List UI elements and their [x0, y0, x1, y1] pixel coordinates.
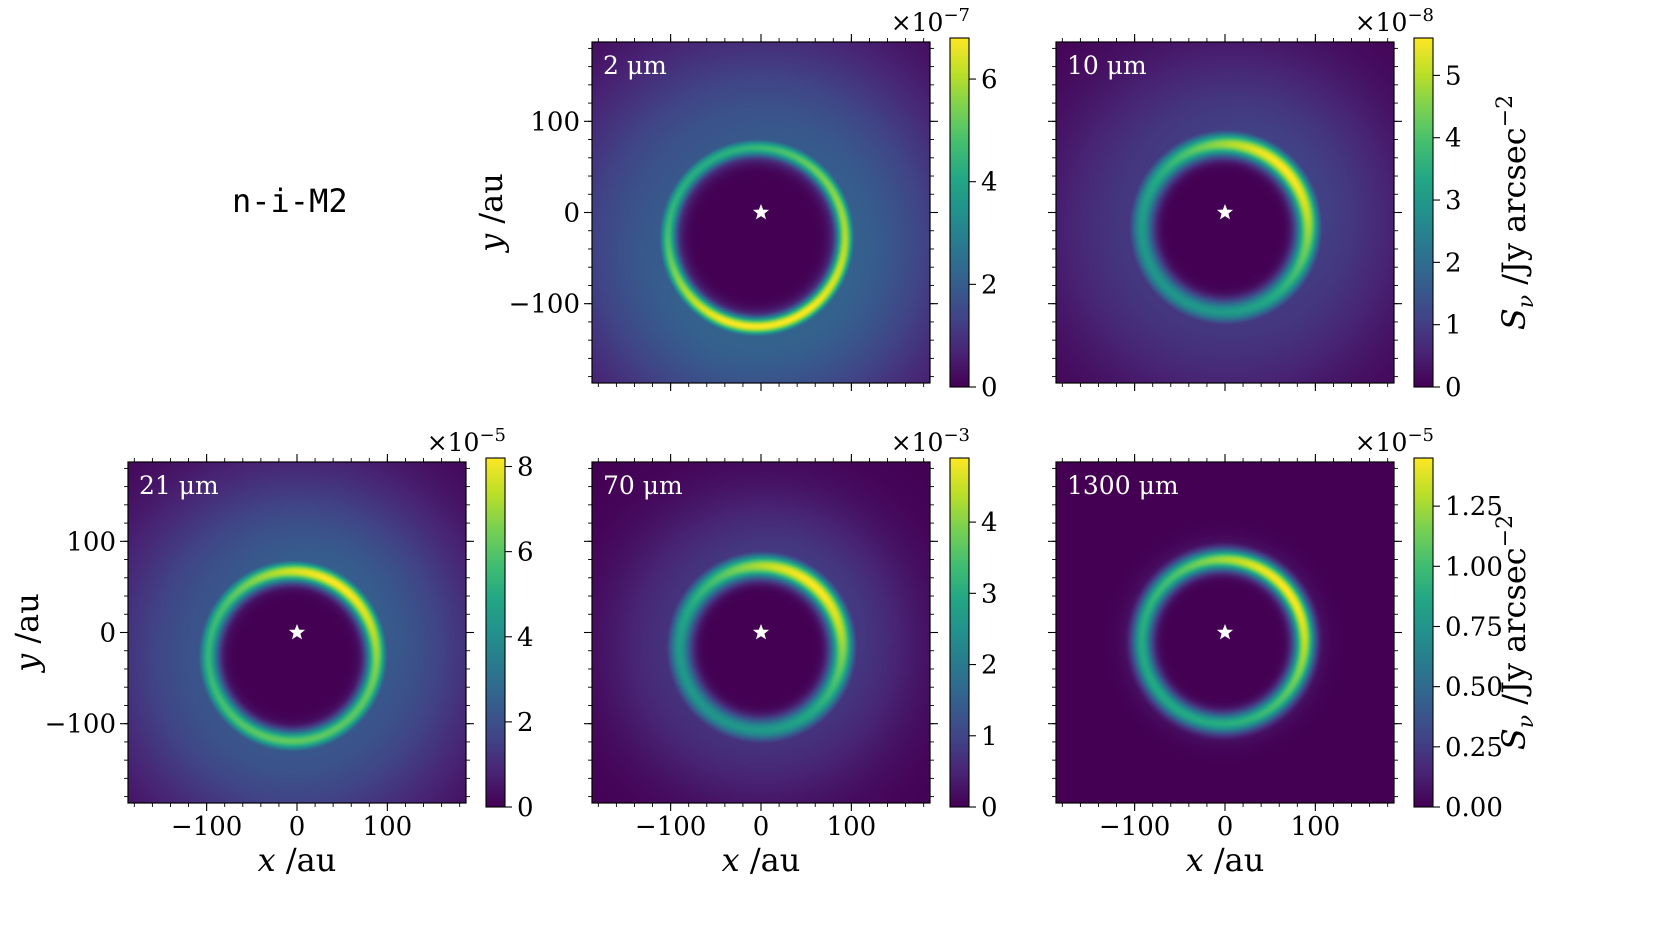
colorbar-tick-label: 8	[517, 453, 534, 483]
colorbar-tick-label: 0	[1445, 373, 1462, 403]
colorbar-tick-label: 4	[981, 168, 998, 198]
wavelength-label: 70 μm	[603, 471, 683, 500]
colorbar-tick-label: 4	[981, 508, 998, 538]
colorbar-multiplier: ×10−3	[891, 425, 970, 457]
x-tick-label: 100	[363, 812, 413, 842]
y-axis-label: y /au	[8, 593, 46, 674]
x-tick-label: 100	[827, 812, 877, 842]
colorbar-tick-label: 4	[517, 623, 534, 653]
x-tick-label: −100	[171, 812, 242, 842]
panel-top-right: 10 μm 0 1 2 3 4 5 ×10−8 Sν /Jy arcsec−2	[1048, 5, 1539, 403]
star-icon	[1216, 624, 1234, 640]
colorbar-tick-label: 6	[517, 538, 534, 568]
colorbar-label: Sν /Jy arcsec−2	[1493, 515, 1539, 750]
colorbar-tick-label: 5	[1445, 61, 1462, 91]
colorbar-multiplier: ×10−5	[427, 425, 506, 457]
colorbar-tick-label: 0.25	[1445, 733, 1503, 763]
colorbar-tick-label: 0.00	[1445, 793, 1503, 823]
wavelength-label: 21 μm	[139, 471, 219, 500]
colorbar-multiplier: ×10−8	[1355, 5, 1434, 37]
colorbar-tick-label: 2	[517, 708, 534, 738]
y-tick-label: 100	[530, 107, 580, 137]
colorbar-label: Sν /Jy arcsec−2	[1493, 95, 1539, 330]
colorbar-tick-label: 0	[981, 793, 998, 823]
panel-bottom-left: −100 0 100 100 0 −100 x /au y /au 21 μm 0 2 4 6 8 ×10−…	[8, 425, 534, 879]
colorbar-tick-label: 1	[1445, 311, 1462, 341]
colorbar-tick-label: 3	[1445, 186, 1462, 216]
colorbar-tick-label: 3	[981, 579, 998, 609]
colorbar-tick-label: 2	[981, 270, 998, 300]
colorbar-multiplier: ×10−5	[1355, 425, 1434, 457]
x-tick-label: 100	[1291, 812, 1341, 842]
y-tick-label: 0	[99, 619, 116, 649]
colorbar-tick-label: 1.00	[1445, 552, 1503, 582]
x-tick-label: −100	[635, 812, 706, 842]
wavelength-label: 10 μm	[1067, 51, 1147, 80]
colorbar	[1413, 457, 1434, 808]
wavelength-label: 1300 μm	[1067, 471, 1179, 500]
panel-bottom-middle: −100 0 100 x /au 70 μm 0 1 2 3 4 ×10−3	[584, 425, 998, 879]
panel-top-middle: 100 0 −100 y /au 2 μm 0 2 4 6 ×10−7	[472, 5, 998, 403]
colorbar-tick-label: 0	[517, 793, 534, 823]
colorbar-tick-label: 4	[1445, 124, 1462, 154]
x-tick-label: 0	[1217, 812, 1234, 842]
y-tick-label: 0	[563, 199, 580, 229]
x-axis-label: x /au	[258, 841, 337, 879]
colorbar-tick-label: 0.75	[1445, 612, 1503, 642]
x-tick-label: 0	[289, 812, 306, 842]
colorbar	[949, 457, 970, 808]
y-axis-label: y /au	[472, 173, 510, 254]
y-tick-label: −100	[509, 290, 580, 320]
colorbar-tick-label: 1	[981, 722, 998, 752]
x-tick-label: −100	[1099, 812, 1170, 842]
colorbar-tick-label: 0	[981, 373, 998, 403]
colorbar-tick-label: 2	[1445, 248, 1462, 278]
star-icon	[752, 204, 770, 220]
colorbar	[1413, 37, 1434, 388]
star-icon	[1216, 204, 1234, 220]
colorbar	[949, 37, 970, 388]
colorbar-multiplier: ×10−7	[891, 5, 970, 37]
x-axis-label: x /au	[1186, 841, 1265, 879]
y-tick-label: −100	[45, 710, 116, 740]
colorbar-tick-label: 1.25	[1445, 492, 1503, 522]
panel-bottom-right: −100 0 100 x /au 1300 μm 0.00 0.25 0.50 0.75 1.00…	[1048, 425, 1539, 879]
wavelength-label: 2 μm	[603, 51, 667, 80]
x-tick-label: 0	[753, 812, 770, 842]
colorbar-tick-label: 2	[981, 651, 998, 681]
colorbar-tick-label: 6	[981, 65, 998, 95]
y-tick-label: 100	[66, 527, 116, 557]
star-icon	[752, 624, 770, 640]
x-axis-label: x /au	[722, 841, 801, 879]
colorbar	[485, 457, 506, 808]
colorbar-tick-label: 0.50	[1445, 673, 1503, 703]
model-label: n-i-M2	[232, 182, 348, 220]
star-icon	[288, 624, 306, 640]
